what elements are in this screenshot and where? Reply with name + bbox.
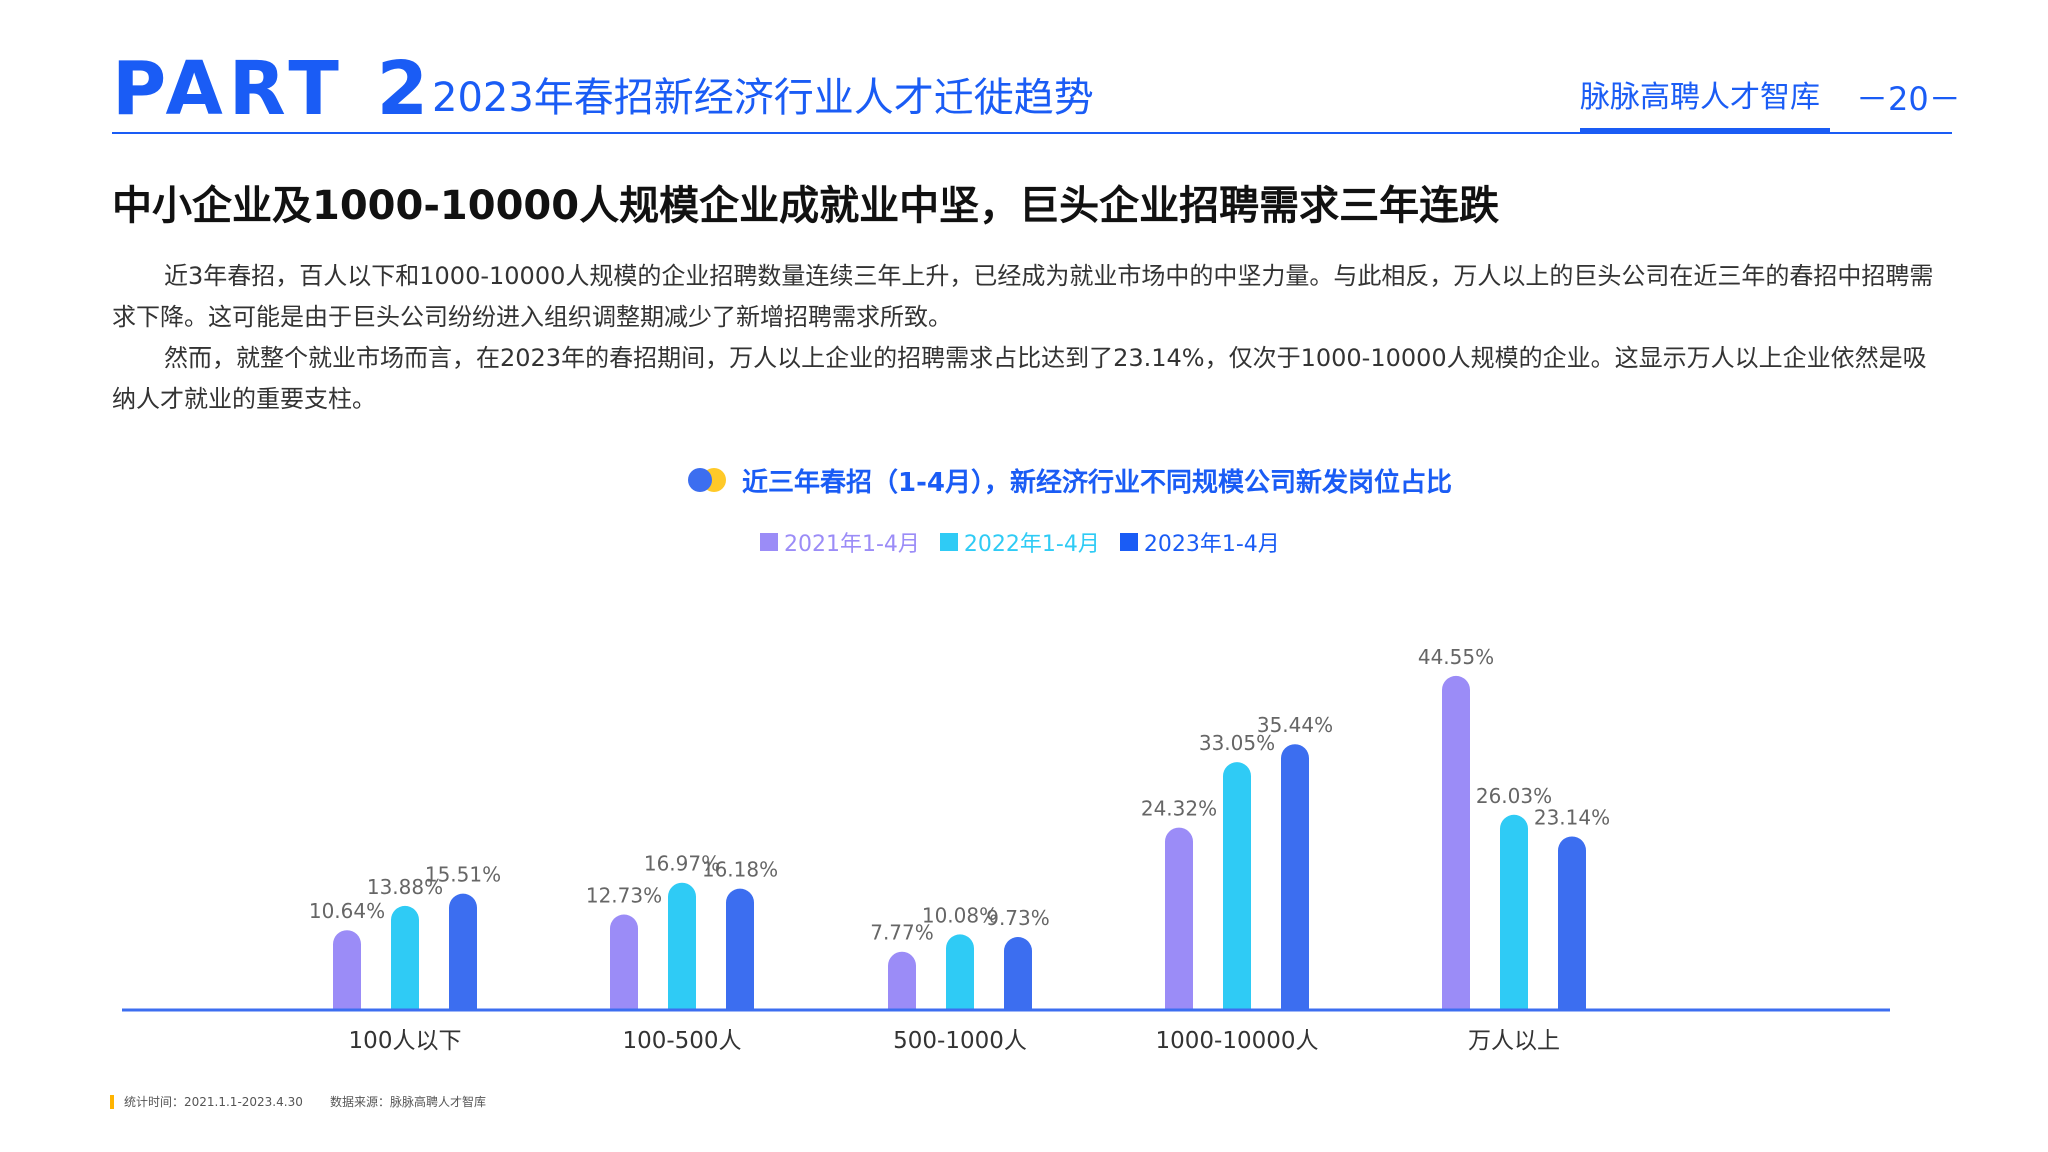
data-label-1-4: 26.03% [1476, 784, 1552, 808]
bar-0-0 [333, 930, 361, 1010]
page-headline: 中小企业及1000-10000人规模企业成就业中坚，巨头企业招聘需求三年连跌 [112, 183, 1500, 229]
page-number: －20－ [1856, 80, 1961, 118]
body-paragraph-1: 近3年春招，百人以下和1000-10000人规模的企业招聘数量连续三年上升，已经… [112, 262, 1934, 331]
data-label-0-3: 24.32% [1141, 797, 1217, 821]
bar-2-2 [1004, 937, 1032, 1010]
data-label-0-1: 12.73% [586, 884, 662, 908]
bar-1-2 [946, 934, 974, 1010]
chart-legend: 2021年1-4月 2022年1-4月 2023年1-4月 [760, 526, 1300, 558]
bar-2-3 [1281, 744, 1310, 1010]
data-label-2-2: 9.73% [986, 906, 1050, 930]
footer-marker [110, 1095, 114, 1109]
category-label-4: 万人以上 [1468, 1028, 1560, 1054]
brand-underline [1580, 128, 1830, 134]
body-paragraph-2: 然而，就整个就业市场而言，在2023年的春招期间，万人以上企业的招聘需求占比达到… [112, 344, 1927, 413]
bar-2-0 [449, 893, 477, 1010]
data-label-0-4: 44.55% [1418, 645, 1494, 669]
chart-title-dot-blue-icon [688, 468, 712, 492]
data-label-2-3: 35.44% [1257, 713, 1333, 737]
category-label-2: 500-1000人 [893, 1028, 1027, 1054]
bar-0-4 [1442, 675, 1471, 1010]
data-label-1-2: 10.08% [922, 903, 998, 927]
data-label-2-4: 23.14% [1534, 805, 1610, 829]
legend-item-2022: 2022年1-4月 [939, 526, 1100, 558]
part-label: PART 2 [112, 46, 435, 132]
footer-stat-period: 统计时间：2021.1.1-2023.4.30 [124, 1095, 303, 1109]
bar-1-3 [1223, 762, 1251, 1010]
bar-1-0 [391, 905, 419, 1010]
bar-0-2 [888, 951, 916, 1010]
data-label-0-2: 7.77% [870, 921, 934, 945]
bar-2-4 [1558, 836, 1586, 1010]
data-label-0-0: 10.64% [309, 899, 385, 923]
legend-label-2022: 2022年1-4月 [963, 532, 1100, 557]
legend-item-2021: 2021年1-4月 [760, 526, 920, 558]
part-title: 2023年春招新经济行业人才迁徙趋势 [432, 75, 1094, 121]
header-divider [112, 132, 1952, 134]
category-label-0: 100人以下 [349, 1028, 462, 1054]
bar-0-3 [1165, 827, 1193, 1010]
legend-swatch-2021 [760, 533, 778, 551]
bar-0-1 [610, 914, 638, 1010]
data-label-2-1: 16.18% [702, 858, 778, 882]
legend-item-2023: 2023年1-4月 [1119, 526, 1280, 558]
data-label-2-0: 15.51% [425, 863, 501, 887]
legend-swatch-2023 [1119, 533, 1138, 551]
bar-2-1 [726, 888, 754, 1010]
legend-label-2023: 2023年1-4月 [1143, 532, 1280, 557]
data-label-1-0: 13.88% [367, 875, 443, 899]
data-label-1-1: 16.97% [644, 852, 720, 876]
footer-source: 数据来源：脉脉高聘人才智库 [330, 1095, 487, 1109]
bar-1-4 [1500, 814, 1528, 1010]
category-label-3: 1000-10000人 [1156, 1028, 1319, 1054]
data-label-1-3: 33.05% [1199, 731, 1275, 755]
chart-title: 近三年春招（1-4月），新经济行业不同规模公司新发岗位占比 [742, 467, 1452, 498]
brand-name: 脉脉高聘人才智库 [1580, 80, 1820, 115]
chart-header: 近三年春招（1-4月），新经济行业不同规模公司新发岗位占比 [688, 460, 1452, 500]
category-label-1: 100-500人 [622, 1028, 741, 1054]
bar-1-1 [668, 882, 696, 1010]
legend-swatch-2022 [939, 533, 958, 551]
legend-label-2021: 2021年1-4月 [784, 532, 920, 557]
